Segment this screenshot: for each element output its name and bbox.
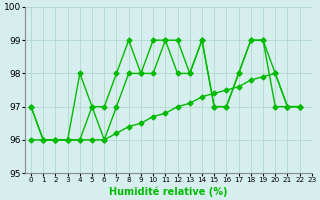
X-axis label: Humidité relative (%): Humidité relative (%)	[109, 186, 228, 197]
